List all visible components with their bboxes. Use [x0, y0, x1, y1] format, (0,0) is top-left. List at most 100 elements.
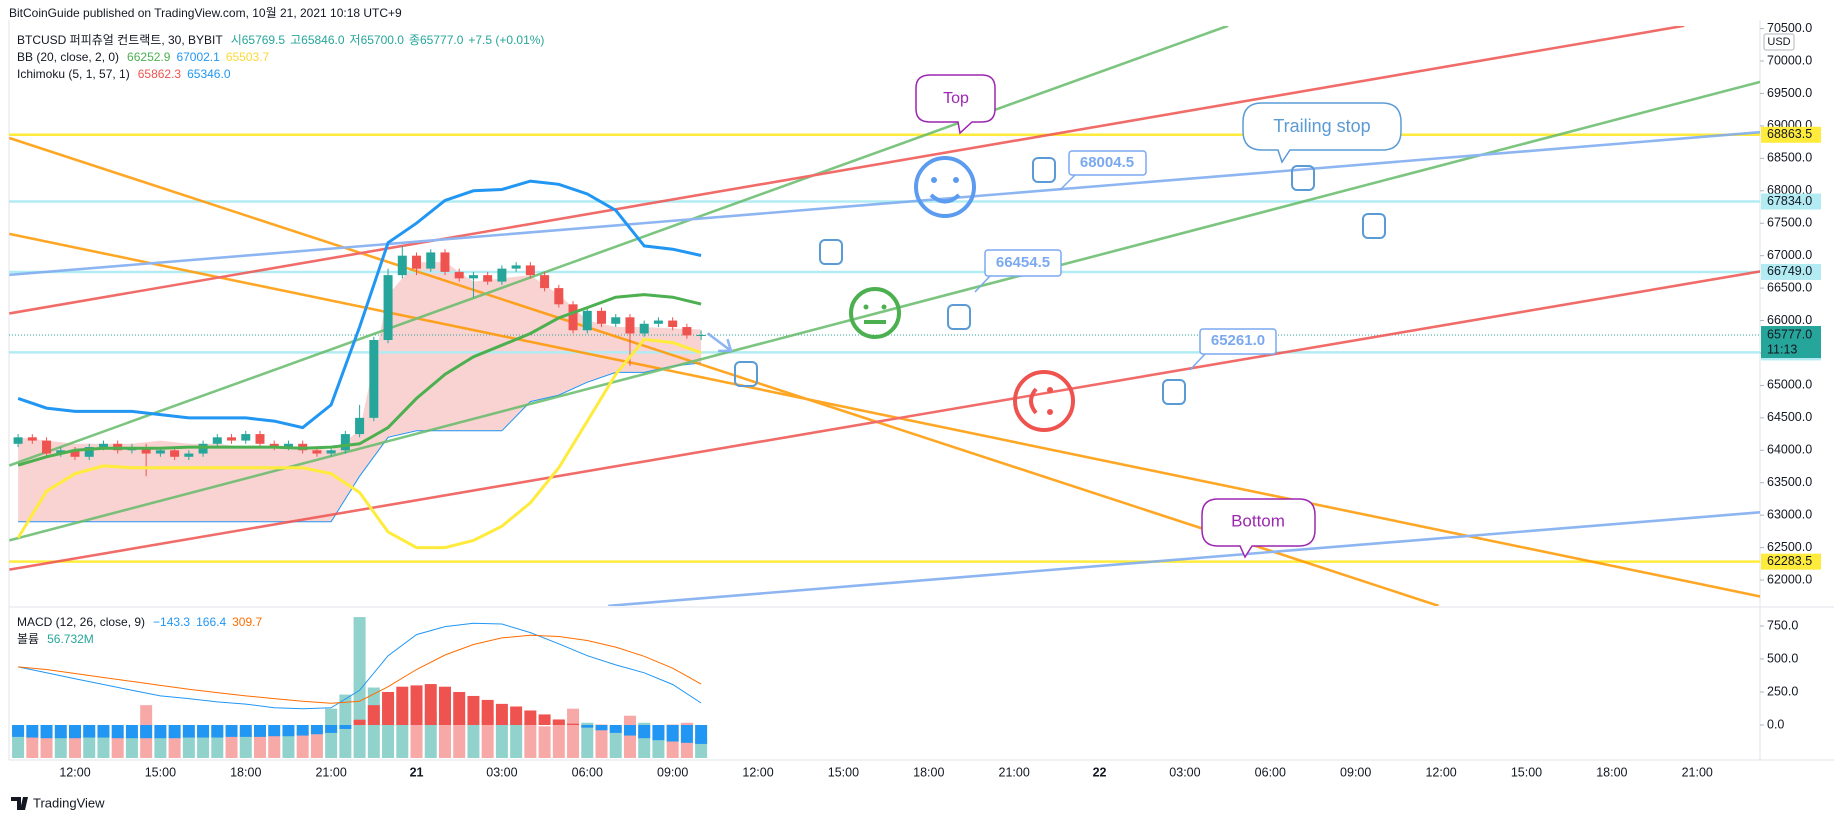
level-tag [1761, 126, 1821, 143]
annotation: 65261.0 [1211, 332, 1265, 349]
eye [953, 177, 959, 183]
candle-body [98, 443, 108, 448]
eye [1047, 409, 1053, 415]
bb-basis [17, 293, 702, 467]
emojis [849, 156, 1075, 432]
candle-body [355, 417, 365, 435]
legend-row: Ichimoku (5, 1, 57, 1) 65862.3 65346.0 [17, 67, 231, 81]
callout-box [915, 74, 996, 135]
countdown: 11:13 [1767, 342, 1797, 356]
trend-line [9, 26, 1685, 315]
annotation: 66454.5 [996, 254, 1050, 271]
legend-row: BB (20, close, 2, 0) 66252.9 67002.1 65503.… [17, 50, 270, 64]
y-tick-label: 68500.0 [1767, 151, 1812, 165]
candle-body [668, 320, 678, 328]
macd-hist-bar [581, 724, 594, 728]
x-tick-label: 03:00 [486, 765, 517, 779]
price-note [984, 249, 1062, 277]
callout-box [1242, 102, 1402, 164]
currency-box [1763, 33, 1795, 51]
candle-body [198, 443, 208, 454]
volume-bar [325, 708, 338, 758]
macd-hist-bar [339, 724, 352, 729]
volume-bar [111, 735, 124, 758]
volume-bar [581, 722, 594, 758]
candle-body [625, 317, 635, 334]
macd-pane [12, 617, 708, 758]
ohlc: 고65846.0 [290, 33, 345, 47]
level-tag [1761, 553, 1821, 570]
x-tick-label: 15:00 [828, 765, 859, 779]
candle-body [155, 450, 165, 454]
trend-line [9, 130, 1760, 277]
callout-box [1201, 498, 1316, 559]
reading: 65346.0 [187, 67, 231, 81]
volume-bar [467, 722, 480, 758]
callouts: Top Trailing stop Bottom 68004.5 66454.5… [915, 74, 1402, 559]
indicator-name: Ichimoku (5, 1, 57, 1) [17, 67, 130, 81]
trend-line [608, 511, 1760, 606]
macd-hist-bar [197, 724, 210, 738]
arrow [706, 332, 733, 353]
candle-body [212, 437, 222, 444]
macd-hist-bar [353, 719, 366, 725]
macd-hist-bar [382, 691, 395, 725]
y-tick-label: 250.0 [1767, 684, 1798, 698]
hand [819, 239, 843, 265]
reading: 166.4 [196, 615, 226, 629]
hand [1032, 157, 1056, 183]
macd-hist-bar [282, 724, 295, 737]
hand [734, 361, 758, 387]
y-tick-label: 70500.0 [1767, 21, 1812, 35]
candle-body [227, 437, 237, 441]
volume-bar [182, 731, 195, 758]
x-tick-label: 09:00 [657, 765, 688, 779]
macd-hist-bar [69, 724, 81, 739]
symbol: BTCUSD 퍼피츄얼 컨트랙트, 30, BYBIT [17, 33, 223, 47]
candle-body [241, 434, 251, 441]
level-label: 66749.0 [1767, 264, 1812, 278]
y-tick-label: 69500.0 [1767, 86, 1812, 100]
x-tick-label: 15:00 [145, 765, 176, 779]
candle-body [397, 255, 407, 276]
macd-hist-bar [638, 724, 651, 739]
macd-hist-bar [524, 710, 537, 725]
candle-body [440, 252, 450, 272]
volume-bar [310, 729, 323, 758]
candle-body [454, 271, 464, 279]
trend-line [9, 80, 1760, 542]
macd-hist-bar [666, 724, 679, 742]
y-tick-label: 64500.0 [1767, 410, 1812, 424]
ohlc: 종65777.0 [409, 33, 464, 47]
macd-hist-bar [182, 724, 195, 738]
indicator-name: 볼륨 [17, 632, 39, 646]
annotation: Bottom [1231, 511, 1285, 530]
reading: 309.7 [232, 615, 262, 629]
volume-bar [453, 719, 466, 758]
macd-hist-bar [552, 719, 565, 725]
y-tick-label: 63000.0 [1767, 507, 1812, 521]
macd-hist-bar [268, 724, 281, 737]
macd-hist-bar [125, 724, 138, 739]
macd-hist-bar [40, 724, 53, 739]
y-tick-label: 67500.0 [1767, 216, 1812, 230]
macd-hist-bar [510, 706, 523, 725]
eye [881, 304, 887, 310]
macd-hist-bar [310, 724, 323, 735]
volume-bar [609, 726, 622, 758]
macd-hist-bar [296, 724, 309, 736]
macd-hist-bar [609, 724, 622, 733]
candle-body [511, 265, 521, 269]
x-tick-label: 22 [1093, 765, 1107, 779]
happy-face [914, 156, 976, 218]
indicator-name: MACD (12, 26, close, 9) [17, 615, 145, 629]
macd-hist-bar [325, 724, 338, 733]
y-tick-label: 62500.0 [1767, 540, 1812, 554]
legend-row: BTCUSD 퍼피츄얼 컨트랙트, 30, BYBIT 시65769.5 고6584… [17, 33, 544, 47]
x-tick-label: 12:00 [742, 765, 773, 779]
candle-body [682, 327, 692, 336]
level-label: 67834.0 [1767, 194, 1812, 208]
macd-hist-bar [140, 724, 153, 739]
reading: 56.732M [47, 632, 94, 646]
